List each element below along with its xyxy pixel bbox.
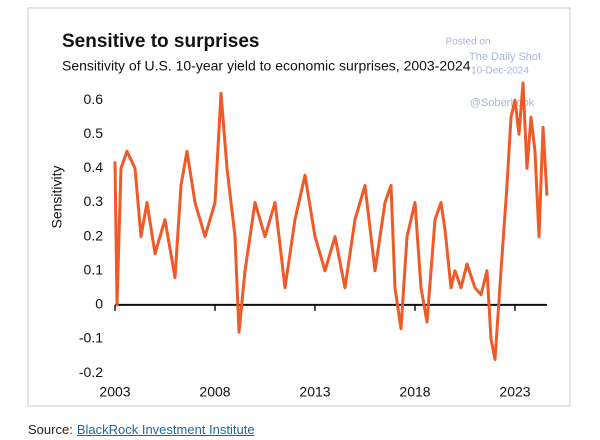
source-prefix: Source: xyxy=(28,422,73,437)
x-tick-label: 2003 xyxy=(99,384,130,400)
x-tick-label: 2008 xyxy=(199,384,230,400)
x-tick-label: 2013 xyxy=(299,384,330,400)
chart: Sensitive to surprises Sensitivity of U.… xyxy=(27,7,571,407)
x-tick-label: 2023 xyxy=(499,384,530,400)
y-tick-label: 0.3 xyxy=(84,193,104,209)
watermark-text: Posted on xyxy=(445,37,490,48)
watermark-text: The Daily Shot xyxy=(469,51,541,63)
y-tick-label: 0 xyxy=(95,296,103,312)
x-tick-label: 2018 xyxy=(399,384,430,400)
source: Source: BlackRock Investment Institute xyxy=(28,422,255,437)
chart-title: Sensitive to surprises xyxy=(62,31,259,52)
watermark-text: @SoberLook xyxy=(470,97,535,109)
y-tick-label: 0.6 xyxy=(84,91,104,107)
chart-subtitle: Sensitivity of U.S. 10-year yield to eco… xyxy=(62,58,471,74)
watermark: Posted on The Daily Shot 10-Dec-2024 @So… xyxy=(445,37,541,109)
y-tick-label: 0.5 xyxy=(84,125,104,141)
watermark-text: 10-Dec-2024 xyxy=(471,66,529,77)
y-axis-label: Sensitivity xyxy=(49,165,65,228)
y-tick-label: 0.1 xyxy=(84,261,104,277)
data-line xyxy=(113,81,549,361)
y-tick-label: 0.4 xyxy=(84,159,104,175)
y-tick-label: -0.1 xyxy=(79,330,103,346)
y-tick-label: -0.2 xyxy=(79,364,103,380)
source-link[interactable]: BlackRock Investment Institute xyxy=(76,422,255,437)
y-tick-label: 0.2 xyxy=(84,227,104,243)
